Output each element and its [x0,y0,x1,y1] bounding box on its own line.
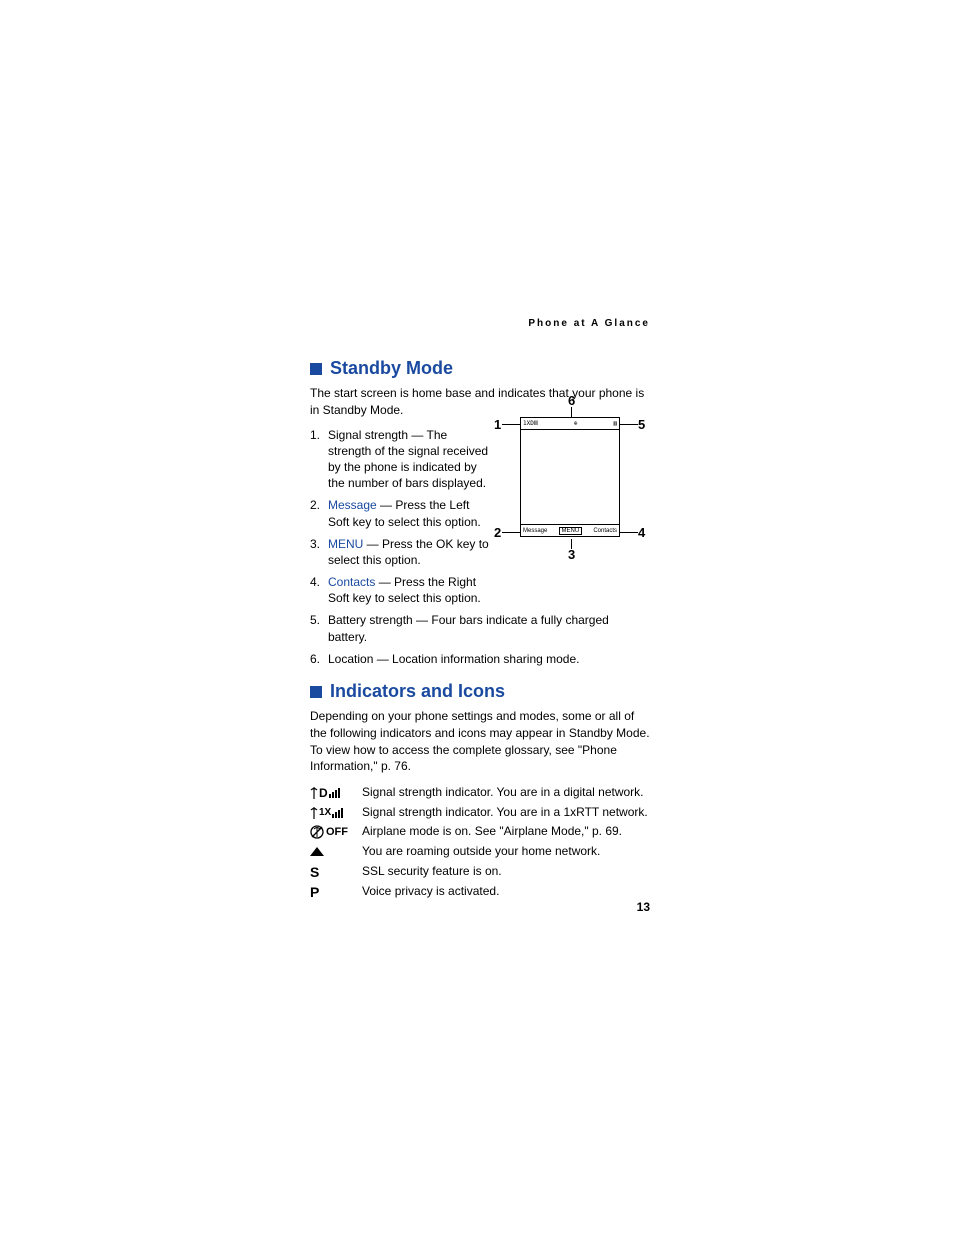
status-location-icon: ⊕ [574,420,578,427]
list-item: 6. Location — Location information shari… [310,651,650,667]
privacy-icon: P [310,884,362,900]
indicator-text: SSL security feature is on. [362,864,502,880]
status-battery-icon: ▥ [613,420,617,427]
phone-status-bar: 1XDⅢ ⊕ ▥ [521,418,619,430]
link-message: Message [328,498,377,512]
indicator-row-ssl: S SSL security feature is on. [310,864,650,880]
link-menu: MENU [328,537,363,551]
list-item: 2. Message — Press the Left Soft key to … [310,497,490,529]
square-bullet-icon [310,686,322,698]
softkey-left: Message [523,528,547,534]
list-body: Location — Location information sharing … [328,651,650,667]
indicator-row-1xrtt: 1X Signal strength indicator. You are in… [310,805,650,821]
callout-2: 2 [494,525,501,540]
list-number: 1. [310,427,328,492]
callout-1: 1 [494,417,501,432]
page: Phone at A Glance Standby Mode The start… [0,0,954,1235]
list-number: 3. [310,536,328,568]
ssl-icon: S [310,864,362,880]
list-item: 5. Battery strength — Four bars indicate… [310,612,650,644]
off-label: OFF [326,826,348,838]
callout-4: 4 [638,525,645,540]
list-body: Contacts — Press the Right Soft key to s… [328,574,490,606]
1x-label: 1X [319,807,331,818]
airplane-off-icon: OFF [310,825,362,839]
phone-softkey-bar: Message MENU Contacts [521,524,619,536]
phone-diagram: 6 1 5 2 4 3 1XDⅢ ⊕ ▥ Message MENU Contac… [490,395,655,585]
callout-5: 5 [638,417,645,432]
list-number: 2. [310,497,328,529]
indicator-text: Signal strength indicator. You are in a … [362,785,644,801]
list-number: 6. [310,651,328,667]
indicator-text: Voice privacy is activated. [362,884,499,900]
indicator-row-roaming: You are roaming outside your home networ… [310,844,650,860]
signal-digital-icon: D [310,786,362,800]
callout-6: 6 [568,393,575,408]
softkey-right: Contacts [593,528,617,534]
list-body: Battery strength — Four bars indicate a … [328,612,650,644]
indicator-text: Airplane mode is on. See "Airplane Mode,… [362,824,622,840]
d-label: D [319,786,328,800]
signal-1x-icon: 1X [310,807,362,819]
list-body: Signal strength — The strength of the si… [328,427,490,492]
list-number: 4. [310,574,328,606]
indicator-text: You are roaming outside your home networ… [362,844,600,860]
softkey-center: MENU [559,527,583,535]
section-heading-standby: Standby Mode [310,358,650,379]
list-number: 5. [310,612,328,644]
phone-screen-box: 1XDⅢ ⊕ ▥ Message MENU Contacts [520,417,620,537]
list-item: 1. Signal strength — The strength of the… [310,427,490,492]
list-item: 4. Contacts — Press the Right Soft key t… [310,574,490,606]
roaming-icon [310,847,362,856]
section-heading-indicators: Indicators and Icons [310,681,650,702]
list-body: MENU — Press the OK key to select this o… [328,536,490,568]
indicator-text: Signal strength indicator. You are in a … [362,805,648,821]
indicator-row-privacy: P Voice privacy is activated. [310,884,650,900]
status-signal: 1XDⅢ [523,420,538,427]
indicator-row-digital: D Signal strength indicator. You are in … [310,785,650,801]
link-contacts: Contacts [328,575,375,589]
running-header: Phone at A Glance [310,318,650,329]
page-number: 13 [310,900,650,914]
square-bullet-icon [310,363,322,375]
indicator-row-airplane: OFF Airplane mode is on. See "Airplane M… [310,824,650,840]
indicators-intro: Depending on your phone settings and mod… [310,708,650,775]
list-body: Message — Press the Left Soft key to sel… [328,497,490,529]
callout-3: 3 [568,547,575,562]
list-item: 3. MENU — Press the OK key to select thi… [310,536,490,568]
heading-text: Standby Mode [330,358,453,379]
heading-text: Indicators and Icons [330,681,505,702]
no-antenna-icon [310,825,324,839]
